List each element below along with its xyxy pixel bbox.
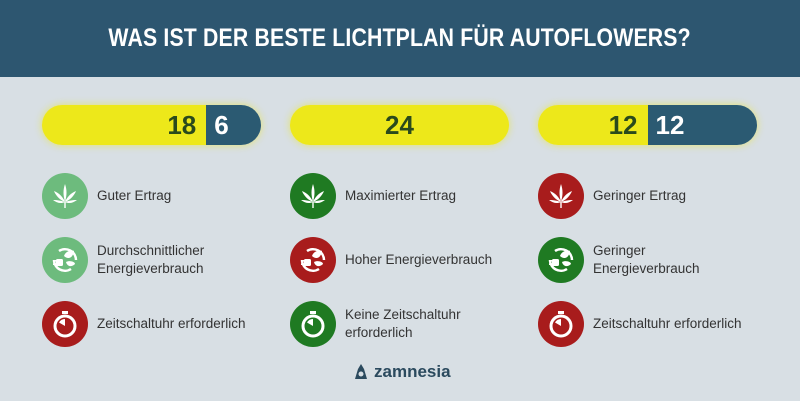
feature-label: Geringer Ertrag: [593, 188, 687, 203]
feature-item: Hoher Energieverbrauch: [290, 237, 492, 283]
light-schedule-bar: 12 12: [538, 105, 757, 145]
header-banner: WAS IST DER BESTE LICHTPLAN FÜR AUTOFLOW…: [0, 0, 800, 77]
zamnesia-logo-icon: [355, 364, 367, 379]
feature-item: Durchschnittlicher Energieverbrauch: [42, 237, 247, 283]
hours-off: 6: [206, 105, 261, 145]
feature-label: Geringer Energieverbrauch: [593, 243, 700, 276]
logo-text: zamnesia: [374, 362, 451, 381]
feature-label: Durchschnittlicher Energieverbrauch: [97, 243, 205, 276]
feature-item: Geringer Energieverbrauch: [538, 237, 743, 283]
zamnesia-logo: zamnesia: [352, 362, 451, 382]
hours-on: 24: [290, 105, 509, 145]
timer-icon: [42, 301, 88, 347]
feature-item: Maximierter Ertrag: [290, 173, 456, 219]
feature-item: Zeitschaltuhr erforderlich: [42, 301, 246, 347]
feature-label: Maximierter Ertrag: [345, 188, 457, 203]
feature-label: Guter Ertrag: [97, 188, 172, 203]
timer-icon: [290, 301, 336, 347]
cannabis-leaf-icon: [538, 173, 584, 219]
feature-item: Zeitschaltuhr erforderlich: [538, 301, 742, 347]
hours-on: 18: [42, 105, 207, 145]
hours-off: 12: [647, 105, 757, 145]
feature-label: Zeitschaltuhr erforderlich: [97, 316, 246, 331]
feature-item: Guter Ertrag: [42, 173, 171, 219]
energy-plug-leaf-icon: [290, 237, 336, 283]
cannabis-leaf-icon: [290, 173, 336, 219]
energy-plug-leaf-icon: [42, 237, 88, 283]
energy-plug-leaf-icon: [538, 237, 584, 283]
feature-item: Keine Zeitschaltuhr erforderlich: [290, 301, 495, 347]
light-schedule-bar: 24: [290, 105, 509, 145]
feature-label: Hoher Energieverbrauch: [345, 252, 493, 267]
feature-label: Zeitschaltuhr erforderlich: [593, 316, 742, 331]
timer-icon: [538, 301, 584, 347]
cannabis-leaf-icon: [42, 173, 88, 219]
light-schedule-bar: 18 6: [42, 105, 261, 145]
hours-on: 12: [538, 105, 648, 145]
page-title: WAS IST DER BESTE LICHTPLAN FÜR AUTOFLOW…: [108, 24, 692, 52]
feature-label: Keine Zeitschaltuhr erforderlich: [345, 307, 461, 340]
feature-item: Geringer Ertrag: [538, 173, 686, 219]
